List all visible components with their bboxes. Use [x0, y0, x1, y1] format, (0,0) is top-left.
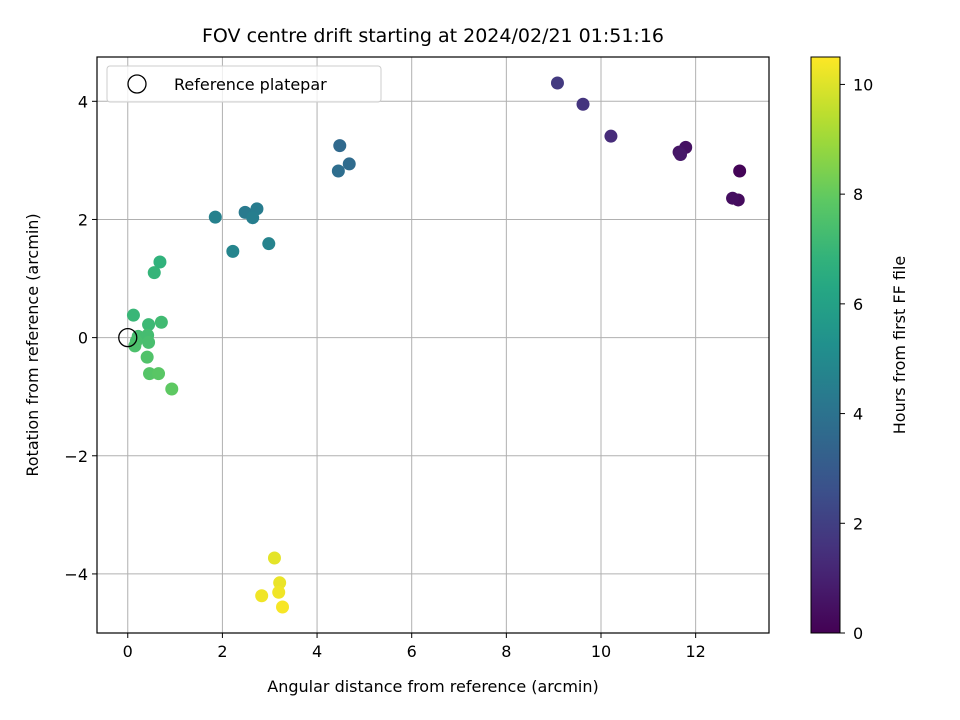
plot-frame [96, 56, 770, 634]
colorbar: 0 2 4 6 8 10 Hours from first FF file [810, 56, 909, 643]
x-tick-label: 4 [312, 642, 322, 661]
scatter-point [226, 244, 240, 258]
colorbar-gradient [810, 56, 841, 634]
scatter-point [733, 164, 747, 178]
scatter-point [550, 76, 564, 90]
y-axis-title: Rotation from reference (arcmin) [23, 213, 42, 476]
scatter-point [153, 255, 167, 269]
scatter-point [276, 600, 290, 614]
y-axis-ticks: −4 −2 0 2 4 [64, 92, 97, 584]
scatter-point [262, 237, 276, 251]
scatter-point [333, 139, 347, 153]
scatter-point [128, 339, 142, 353]
reference-point-marker [118, 327, 138, 348]
scatter-point [726, 191, 740, 205]
colorbar-ticks: 0 2 4 6 8 10 [840, 75, 873, 643]
scatter-point [143, 367, 157, 381]
colorbar-tick-label: 2 [853, 514, 863, 533]
scatter-point [674, 147, 688, 161]
scatter-point [255, 589, 269, 603]
legend-marker-icon [127, 74, 147, 94]
colorbar-tick-label: 8 [853, 185, 863, 204]
scatter-point [267, 551, 281, 565]
scatter-points [126, 76, 747, 614]
grid [97, 57, 769, 633]
y-tick-label: −4 [64, 565, 88, 584]
scatter-point [140, 350, 154, 364]
x-tick-label: 10 [591, 642, 611, 661]
x-tick-label: 6 [407, 642, 417, 661]
legend-entry-reference: Reference platepar [174, 75, 327, 94]
scatter-point [246, 211, 260, 225]
y-tick-label: 0 [78, 329, 88, 348]
x-axis-ticks: 0 2 4 6 8 10 12 [123, 633, 706, 661]
x-tick-label: 2 [217, 642, 227, 661]
colorbar-tick-label: 10 [853, 75, 873, 94]
x-tick-label: 12 [685, 642, 705, 661]
y-tick-label: 2 [78, 210, 88, 229]
scatter-point [147, 266, 161, 280]
scatter-point [342, 157, 356, 171]
scatter-point [154, 315, 168, 329]
colorbar-title: Hours from first FF file [890, 256, 909, 435]
scatter-point [126, 308, 140, 322]
scatter-point [208, 210, 222, 224]
y-tick-label: −2 [64, 447, 88, 466]
x-axis-title: Angular distance from reference (arcmin) [267, 677, 598, 696]
scatter-point [142, 318, 156, 332]
colorbar-tick-label: 4 [853, 405, 863, 424]
colorbar-tick-label: 0 [853, 624, 863, 643]
legend-box [106, 65, 382, 103]
scatter-point [165, 382, 179, 396]
scatter-point [576, 97, 590, 111]
legend: Reference platepar [106, 65, 382, 103]
x-tick-label: 8 [501, 642, 511, 661]
scatter-point [152, 367, 166, 381]
scatter-point [604, 129, 618, 143]
chart-title: FOV centre drift starting at 2024/02/21 … [202, 25, 664, 47]
scatter-point [142, 335, 156, 349]
colorbar-tick-label: 6 [853, 295, 863, 314]
scatter-point [272, 585, 286, 599]
scatter-point [273, 576, 287, 590]
scatter-point [331, 164, 345, 178]
x-tick-label: 0 [123, 642, 133, 661]
y-tick-label: 4 [78, 92, 88, 111]
